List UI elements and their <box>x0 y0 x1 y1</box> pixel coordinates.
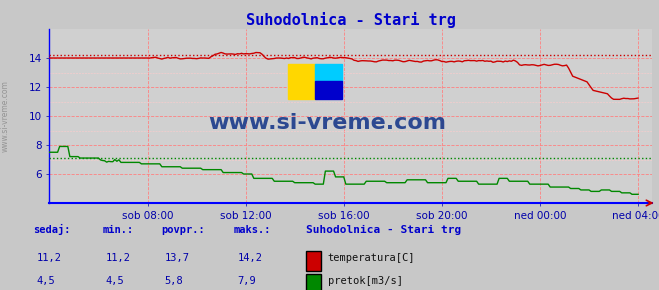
Text: www.si-vreme.com: www.si-vreme.com <box>1 80 10 152</box>
Text: 14,2: 14,2 <box>237 253 262 263</box>
Text: povpr.:: povpr.: <box>161 225 205 235</box>
Text: Suhodolnica - Stari trg: Suhodolnica - Stari trg <box>306 225 462 235</box>
Text: 11,2: 11,2 <box>105 253 130 263</box>
Text: 11,2: 11,2 <box>36 253 61 263</box>
Text: 4,5: 4,5 <box>36 276 55 286</box>
Text: 5,8: 5,8 <box>165 276 183 286</box>
Text: min.:: min.: <box>102 225 133 235</box>
Polygon shape <box>287 64 315 99</box>
Text: 13,7: 13,7 <box>165 253 190 263</box>
Text: 4,5: 4,5 <box>105 276 124 286</box>
Text: www.si-vreme.com: www.si-vreme.com <box>208 113 445 133</box>
Text: temperatura[C]: temperatura[C] <box>328 253 415 263</box>
Text: sedaj:: sedaj: <box>33 224 71 235</box>
Text: pretok[m3/s]: pretok[m3/s] <box>328 276 403 286</box>
Polygon shape <box>315 64 342 81</box>
Polygon shape <box>315 81 342 99</box>
Title: Suhodolnica - Stari trg: Suhodolnica - Stari trg <box>246 12 456 28</box>
Text: 7,9: 7,9 <box>237 276 256 286</box>
Text: maks.:: maks.: <box>234 225 272 235</box>
